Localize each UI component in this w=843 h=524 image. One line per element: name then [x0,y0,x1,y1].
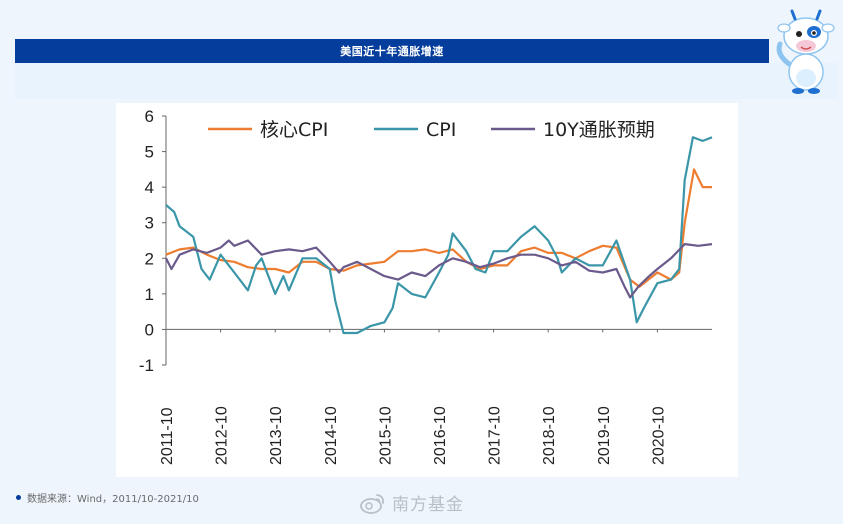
x-tick-label: 2013-10 [268,406,285,465]
x-tick-label: 2011-10 [159,407,176,465]
y-tick-label: 0 [145,320,154,339]
weibo-logo-icon [360,493,385,514]
x-tick-label: 2018-10 [541,406,558,465]
series-line-2 [165,239,713,299]
x-tick-label: 2014-10 [323,406,340,465]
legend-label: 核心CPI [260,119,328,141]
chart-area: -1 0 1 2 3 4 5 6 2011-10 2012-10 2013-10 2014-10 201… [116,103,738,477]
weibo-watermark: 南方基金 [360,490,464,515]
data-source-text: 数据来源：Wind，2011/10-2021/10 [27,494,199,505]
cow-mascot-icon [776,9,835,94]
x-tick-label: 2020-10 [650,406,667,465]
chart-title-bar: 美国近十年通胀增速 [15,39,769,63]
bullet-icon [16,495,21,500]
y-tick-label: 2 [145,249,154,268]
series-line-1 [165,136,713,335]
legend-label: CPI [426,119,456,141]
x-tick-label: 2019-10 [596,406,613,465]
y-tick-label: 5 [145,143,154,162]
title-band [15,63,838,99]
series-line-0 [165,168,712,288]
y-tick-label: 6 [145,107,154,126]
line-chart: -1 0 1 2 3 4 5 6 2011-10 2012-10 2013-10 2014-10 201… [139,107,713,465]
x-tick-label: 2017-10 [487,406,504,465]
y-tick-label: 3 [145,214,154,233]
y-tick-label: 4 [145,178,154,197]
x-tick-label: 2016-10 [432,406,449,465]
data-source-note: 数据来源：Wind，2011/10-2021/10 [16,490,199,505]
chart-title: 美国近十年通胀增速 [340,45,444,58]
watermark-text: 南方基金 [392,495,464,515]
x-tick-label: 2015-10 [377,406,394,465]
x-tick-label: 2012-10 [214,406,231,465]
y-tick-label: -1 [139,356,154,375]
y-tick-label: 1 [145,285,154,304]
legend-label: 10Y通胀预期 [543,119,655,141]
